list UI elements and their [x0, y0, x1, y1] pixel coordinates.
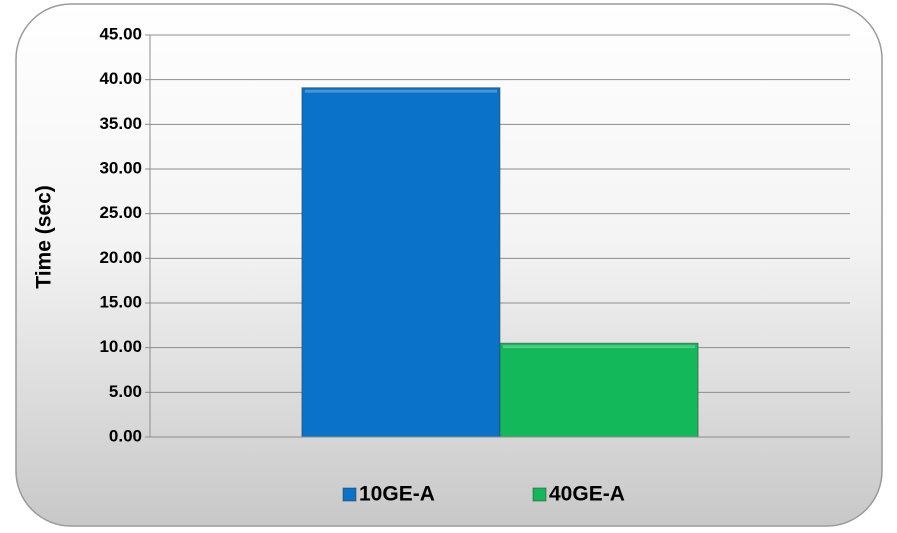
y-tick-label: 35.00	[99, 114, 142, 133]
y-tick-label: 10.00	[99, 337, 142, 356]
bar	[301, 87, 501, 438]
y-axis-label: Time (sec)	[33, 185, 56, 289]
y-tick-label: 5.00	[109, 382, 142, 401]
bar-highlight	[304, 89, 497, 93]
legend-swatch	[532, 487, 547, 502]
y-tick-label: 20.00	[99, 248, 142, 267]
legend-label: 10GE-A	[359, 483, 435, 506]
legend-swatch	[342, 487, 357, 502]
bar-highlight	[503, 345, 696, 349]
y-tick-label: 30.00	[99, 158, 142, 177]
y-tick-label: 0.00	[109, 426, 142, 445]
legend-label: 40GE-A	[549, 483, 625, 506]
y-tick-label: 15.00	[99, 292, 142, 311]
y-tick-label: 40.00	[99, 69, 142, 88]
y-tick-label: 25.00	[99, 203, 142, 222]
bar	[499, 342, 699, 438]
y-tick-label: 45.00	[99, 24, 142, 43]
